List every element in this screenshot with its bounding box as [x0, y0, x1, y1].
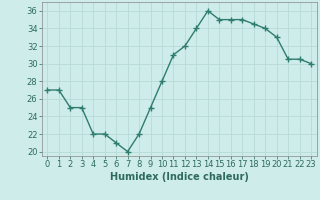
X-axis label: Humidex (Indice chaleur): Humidex (Indice chaleur) — [110, 172, 249, 182]
